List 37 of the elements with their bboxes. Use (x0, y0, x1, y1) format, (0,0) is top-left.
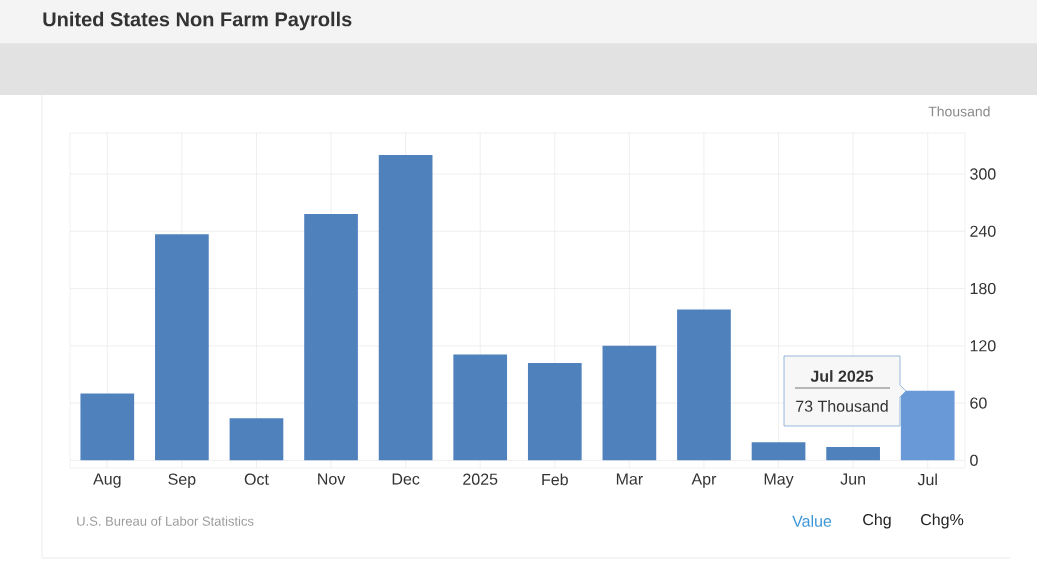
y-tick-label: 240 (970, 225, 996, 237)
bar (751, 442, 806, 461)
x-tick-label: 2025 (463, 473, 498, 485)
bar (378, 154, 433, 461)
bar (527, 363, 582, 461)
chart-title: United States Non Farm Payrolls (43, 11, 352, 31)
bar (602, 345, 657, 461)
x-tick-label: Sep (168, 473, 196, 489)
text: U.S. Bureau of Labor Statistics (77, 516, 254, 526)
bar (80, 393, 135, 461)
text: Chg (863, 513, 891, 529)
y-tick-label: 300 (970, 168, 996, 180)
text: Value (792, 515, 832, 527)
x-tick-label: Jun (840, 473, 865, 485)
y-tick-label: 120 (970, 340, 996, 352)
x-tick-label: Oct (244, 473, 269, 485)
y-axis-title: Thousand (928, 106, 990, 117)
y-tick-label: 0 (970, 454, 978, 467)
x-tick-label: Aug (93, 473, 121, 488)
annotation: 73 Thousand (796, 400, 888, 412)
y-tick-label: 180 (970, 282, 996, 295)
x-tick-label: Jul (917, 473, 937, 486)
x-tick-label: Nov (318, 473, 346, 485)
y-tick-label: 60 (970, 397, 987, 409)
bar (229, 418, 284, 461)
bar (155, 234, 209, 461)
bar (677, 309, 731, 461)
x-tick-label: Mar (616, 473, 643, 485)
x-tick-label: Dec (392, 473, 420, 485)
x-tick-label: Apr (691, 473, 717, 488)
bar (453, 354, 508, 461)
bar (826, 446, 880, 461)
annotation: Jul 2025 (810, 370, 874, 382)
x-tick-label: May (764, 473, 794, 488)
x-tick-label: Feb (542, 473, 568, 486)
text: Chg% (921, 513, 964, 529)
bar (304, 214, 358, 461)
